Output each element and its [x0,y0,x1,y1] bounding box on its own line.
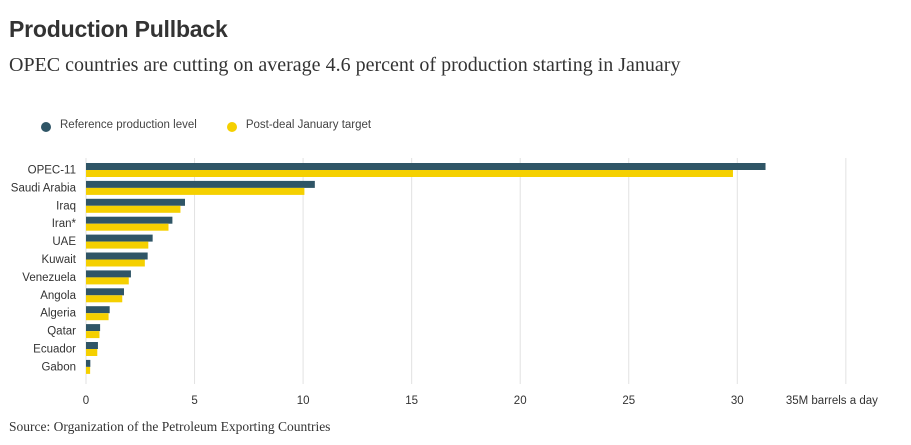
bar-target [86,223,169,231]
legend: Reference production level Post-deal Jan… [41,117,401,132]
bar-reference [86,342,98,349]
bar-reference [86,306,110,314]
bar-target [86,170,733,177]
bar-target [86,331,100,339]
bar-reference [86,252,148,260]
x-tick-label: 25 [622,395,635,407]
category-label: UAE [52,236,76,248]
x-tick-label: 20 [514,395,527,407]
bar-target [86,349,98,356]
source-note: Source: Organization of the Petroleum Ex… [9,419,331,434]
bar-reference [86,198,185,206]
bar-reference [86,288,124,296]
category-label: Iraq [56,200,76,212]
bar-reference [86,216,173,224]
bar-reference [86,163,766,170]
bar-target [86,205,181,213]
bar-target [86,277,129,285]
legend-dot-reference [41,122,51,132]
category-label: Gabon [41,361,76,373]
chart-title: Production Pullback [9,16,228,42]
bar-target [86,187,305,195]
bar-reference [86,359,91,367]
bar-reference [86,234,153,242]
category-label: Venezuela [22,272,76,284]
legend-label-reference: Reference production level [60,118,197,131]
x-tick-label: 35M barrels a day [786,395,878,407]
x-tick-label: 30 [731,395,744,407]
x-tick-label: 5 [191,395,197,407]
bar-target [86,313,109,321]
category-label: Algeria [40,308,76,320]
x-tick-label: 0 [83,395,89,407]
legend-item-reference: Reference production level [41,117,197,132]
category-label: Ecuador [33,344,76,356]
bar-target [86,366,91,374]
bar-reference [86,180,315,188]
bar-target [86,259,145,267]
bar-reference [86,324,101,332]
legend-item-target: Post-deal January target [226,117,372,132]
x-tick-label: 10 [297,395,310,407]
bar-target [86,295,123,303]
category-label: Saudi Arabia [11,182,77,194]
category-label: OPEC-11 [28,165,76,177]
category-label: Iran* [52,218,77,230]
bar-reference [86,270,131,278]
category-label: Kuwait [41,254,76,266]
category-label: Qatar [47,326,76,338]
legend-dot-target [226,122,237,132]
chart-subtitle: OPEC countries are cutting on average 4.… [9,54,681,76]
legend-label-target: Post-deal January target [245,118,372,131]
bar-target [86,241,149,249]
category-label: Angola [40,290,76,302]
x-tick-label: 15 [405,395,418,407]
